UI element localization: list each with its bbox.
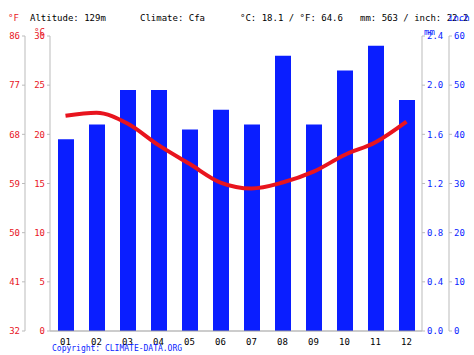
svg-text:0.4: 0.4 (427, 277, 443, 287)
svg-text:0.8: 0.8 (427, 228, 443, 238)
svg-text:08: 08 (277, 337, 288, 347)
svg-text:07: 07 (246, 337, 257, 347)
svg-text:41: 41 (9, 277, 20, 287)
svg-text:12: 12 (401, 337, 412, 347)
svg-text:86: 86 (9, 31, 20, 41)
svg-text:0: 0 (40, 326, 45, 336)
svg-text:10: 10 (339, 337, 350, 347)
svg-text:68: 68 (9, 130, 20, 140)
svg-text:10: 10 (34, 228, 45, 238)
svg-text:50: 50 (454, 80, 465, 90)
svg-text:20: 20 (454, 228, 465, 238)
svg-text:5: 5 (40, 277, 45, 287)
svg-text:0.0: 0.0 (427, 326, 443, 336)
svg-text:2.0: 2.0 (427, 80, 443, 90)
svg-text:20: 20 (34, 130, 45, 140)
svg-text:06: 06 (215, 337, 226, 347)
svg-text:32: 32 (9, 326, 20, 336)
svg-text:1.6: 1.6 (427, 130, 443, 140)
svg-text:05: 05 (184, 337, 195, 347)
svg-text:10: 10 (454, 277, 465, 287)
svg-text:25: 25 (34, 80, 45, 90)
svg-text:11: 11 (370, 337, 381, 347)
svg-text:50: 50 (9, 228, 20, 238)
svg-text:15: 15 (34, 179, 45, 189)
svg-text:30: 30 (454, 179, 465, 189)
svg-text:0: 0 (454, 326, 459, 336)
svg-text:09: 09 (308, 337, 319, 347)
svg-text:1.2: 1.2 (427, 179, 443, 189)
svg-text:60: 60 (454, 31, 465, 41)
svg-text:59: 59 (9, 179, 20, 189)
svg-text:77: 77 (9, 80, 20, 90)
svg-text:40: 40 (454, 130, 465, 140)
